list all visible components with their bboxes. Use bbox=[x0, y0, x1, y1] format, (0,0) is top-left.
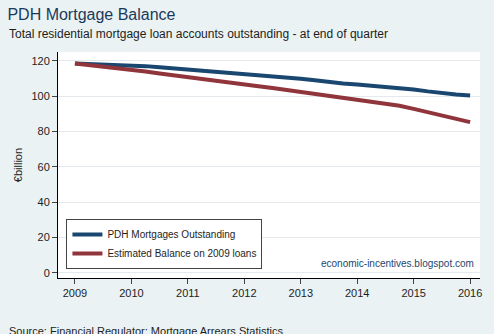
svg-text:2015: 2015 bbox=[401, 287, 425, 299]
svg-text:80: 80 bbox=[38, 125, 50, 137]
svg-text:Total residential mortgage loa: Total residential mortgage loan accounts… bbox=[9, 27, 388, 41]
svg-text:€billion: €billion bbox=[12, 148, 24, 182]
svg-text:PDH Mortgage Balance: PDH Mortgage Balance bbox=[7, 6, 175, 23]
svg-text:2012: 2012 bbox=[232, 287, 256, 299]
svg-text:2010: 2010 bbox=[119, 287, 143, 299]
svg-text:Estimated Balance on 2009 loan: Estimated Balance on 2009 loans bbox=[107, 248, 256, 259]
svg-text:20: 20 bbox=[38, 231, 50, 243]
svg-text:120: 120 bbox=[31, 55, 49, 67]
svg-text:2011: 2011 bbox=[176, 287, 200, 299]
svg-text:40: 40 bbox=[38, 196, 50, 208]
svg-text:PDH Mortgages Outstanding: PDH Mortgages Outstanding bbox=[107, 229, 235, 240]
svg-text:0: 0 bbox=[44, 267, 50, 279]
svg-text:2013: 2013 bbox=[289, 287, 313, 299]
svg-text:2016: 2016 bbox=[458, 287, 482, 299]
svg-text:2009: 2009 bbox=[63, 287, 87, 299]
svg-text:Source: Financial Regulator: M: Source: Financial Regulator: Mortgage Ar… bbox=[9, 325, 283, 334]
svg-text:60: 60 bbox=[38, 161, 50, 173]
svg-text:2014: 2014 bbox=[345, 287, 369, 299]
svg-text:100: 100 bbox=[31, 90, 49, 102]
svg-text:economic-incentives.blogspot.c: economic-incentives.blogspot.com bbox=[321, 258, 474, 269]
